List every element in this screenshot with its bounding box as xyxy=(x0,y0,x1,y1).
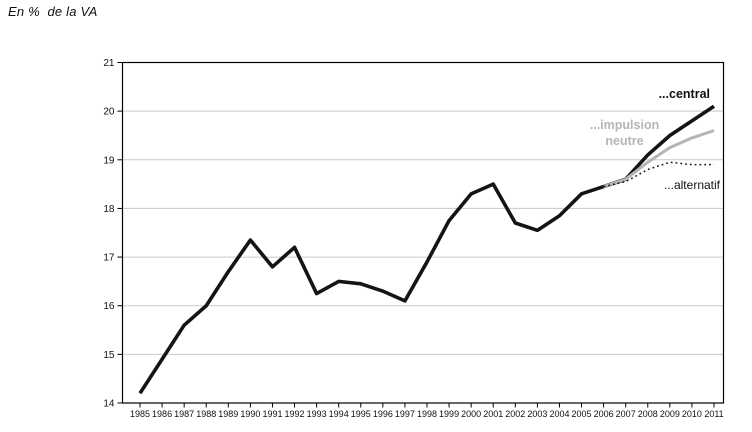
x-tick-label: 1999 xyxy=(439,409,459,419)
x-tick-label: 2010 xyxy=(682,409,702,419)
y-tick-label: 16 xyxy=(103,301,115,312)
y-tick-label: 21 xyxy=(103,58,115,69)
y-tick-label: 18 xyxy=(103,204,115,215)
x-tick-label: 2001 xyxy=(483,409,503,419)
x-tick-label: 2003 xyxy=(527,409,547,419)
y-tick-label: 15 xyxy=(103,350,115,361)
x-tick-label: 2006 xyxy=(594,409,614,419)
x-tick-label: 2004 xyxy=(549,409,569,419)
x-tick-label: 2008 xyxy=(638,409,658,419)
y-tick-label: 17 xyxy=(103,253,115,264)
y-tick-label: 19 xyxy=(103,155,115,166)
y-tick-label: 14 xyxy=(103,399,115,410)
x-tick-label: 2000 xyxy=(461,409,481,419)
legend-impulsion-line2: neutre xyxy=(605,134,644,148)
plot-frame xyxy=(121,61,725,404)
x-tick-label: 1988 xyxy=(196,409,216,419)
x-tick-label: 1995 xyxy=(351,409,371,419)
legend-central-label: ...central xyxy=(658,87,710,101)
x-tick-label: 2009 xyxy=(660,409,680,419)
y-tick-label: 20 xyxy=(103,107,115,118)
x-tick-label: 1987 xyxy=(174,409,194,419)
x-tick-label: 2005 xyxy=(572,409,592,419)
x-tick-label: 1998 xyxy=(417,409,437,419)
legend-alternatif-label: ...alternatif xyxy=(663,178,720,192)
series-line-2 xyxy=(603,161,715,188)
x-tick-label: 1993 xyxy=(307,409,327,419)
x-tick-label: 1992 xyxy=(285,409,305,419)
x-tick-label: 1997 xyxy=(395,409,415,419)
series-line-1 xyxy=(603,129,715,188)
x-tick-label: 1985 xyxy=(130,409,150,419)
x-tick-label: 1994 xyxy=(329,409,349,419)
x-tick-label: 1996 xyxy=(373,409,393,419)
x-tick-label: 2011 xyxy=(704,409,723,419)
x-tick-label: 1991 xyxy=(262,409,282,419)
series-line-0 xyxy=(138,104,715,395)
chart-title: En % de la VA xyxy=(8,4,98,19)
x-tick-label: 1986 xyxy=(152,409,172,419)
legend-impulsion-line1: ...impulsion xyxy=(589,118,660,132)
x-tick-label: 1990 xyxy=(240,409,260,419)
x-tick-label: 2007 xyxy=(616,409,636,419)
x-tick-label: 1989 xyxy=(218,409,238,419)
x-tick-label: 2002 xyxy=(505,409,525,419)
legend-impulsion-neutre-label: ...impulsion neutre xyxy=(577,117,672,149)
